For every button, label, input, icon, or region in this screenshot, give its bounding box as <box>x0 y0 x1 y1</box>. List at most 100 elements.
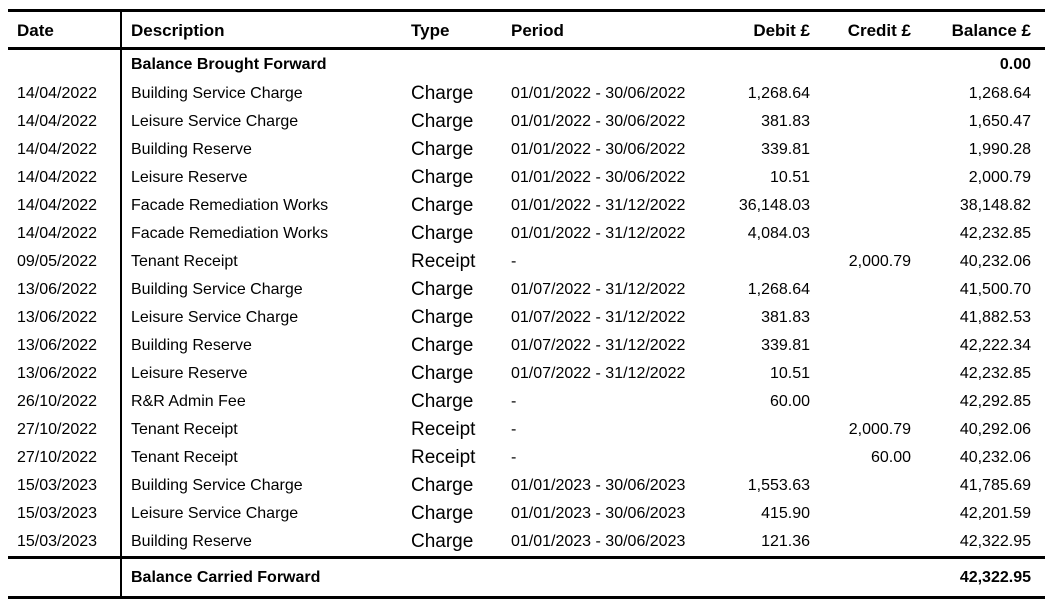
cell-period: 01/01/2022 - 31/12/2022 <box>511 197 686 214</box>
table-row: 27/10/2022 Tenant Receipt Receipt - 60.00 40,… <box>0 444 1053 472</box>
cell-type: Receipt <box>411 419 476 440</box>
carried-forward-label: Balance Carried Forward <box>131 569 321 586</box>
cell-period: - <box>511 421 517 438</box>
cell-debit: 415.90 <box>761 505 810 522</box>
cell-date: 13/06/2022 <box>17 309 98 326</box>
cell-type: Charge <box>411 503 474 524</box>
cell-date: 27/10/2022 <box>17 449 98 466</box>
cell-type: Charge <box>411 363 474 384</box>
cell-debit: 381.83 <box>761 309 810 326</box>
header-rule <box>8 47 1045 50</box>
cell-description: Tenant Receipt <box>131 421 238 438</box>
cell-balance: 1,268.64 <box>968 85 1031 102</box>
header-debit: Debit £ <box>753 21 810 40</box>
table-row: 14/04/2022 Facade Remediation Works Charge… <box>0 220 1053 248</box>
cell-debit: 60.00 <box>769 393 810 410</box>
table-row: 26/10/2022 R&R Admin Fee Charge - 60.00 42,29… <box>0 388 1053 416</box>
header-description: Description <box>131 21 225 40</box>
cell-credit: 60.00 <box>870 449 911 466</box>
cell-period: - <box>511 449 517 466</box>
table-row: 14/04/2022 Leisure Service Charge Charge 01… <box>0 108 1053 136</box>
cell-balance: 41,785.69 <box>959 477 1031 494</box>
total-rule <box>8 556 1045 559</box>
cell-type: Charge <box>411 531 474 552</box>
cell-period: 01/01/2022 - 30/06/2022 <box>511 141 686 158</box>
cell-credit: 2,000.79 <box>848 253 911 270</box>
cell-date: 14/04/2022 <box>17 141 98 158</box>
table-row: 14/04/2022 Leisure Reserve Charge 01/01/202… <box>0 164 1053 192</box>
cell-period: 01/01/2022 - 30/06/2022 <box>511 113 686 130</box>
cell-date: 14/04/2022 <box>17 113 98 130</box>
cell-date: 09/05/2022 <box>17 253 98 270</box>
top-rule <box>8 9 1045 12</box>
header-balance: Balance £ <box>951 21 1031 40</box>
cell-description: Tenant Receipt <box>131 449 238 466</box>
cell-period: 01/01/2022 - 30/06/2022 <box>511 85 686 102</box>
carried-forward-balance: 42,322.95 <box>959 569 1031 586</box>
cell-date: 14/04/2022 <box>17 85 98 102</box>
cell-debit: 1,268.64 <box>747 281 810 298</box>
cell-date: 15/03/2023 <box>17 505 98 522</box>
table-row: 15/03/2023 Leisure Service Charge Charge 01… <box>0 500 1053 528</box>
table-row: 15/03/2023 Building Service Charge Charge 0… <box>0 472 1053 500</box>
cell-type: Charge <box>411 391 474 412</box>
cell-date: 27/10/2022 <box>17 421 98 438</box>
cell-balance: 1,650.47 <box>968 113 1031 130</box>
cell-balance: 42,232.85 <box>959 365 1031 382</box>
cell-period: 01/07/2022 - 31/12/2022 <box>511 281 686 298</box>
header-credit: Credit £ <box>847 21 911 40</box>
cell-type: Charge <box>411 167 474 188</box>
cell-balance: 40,232.06 <box>959 253 1031 270</box>
cell-description: Facade Remediation Works <box>131 225 329 242</box>
cell-period: 01/01/2023 - 30/06/2023 <box>511 533 686 550</box>
cell-debit: 10.51 <box>769 169 810 186</box>
cell-description: Building Service Charge <box>131 85 303 102</box>
cell-date: 15/03/2023 <box>17 533 98 550</box>
cell-debit: 121.36 <box>761 533 810 550</box>
table-row: 13/06/2022 Leisure Service Charge Charge 01… <box>0 304 1053 332</box>
cell-balance: 42,322.95 <box>959 533 1031 550</box>
table-row: 13/06/2022 Building Reserve Charge 01/07/20… <box>0 332 1053 360</box>
carried-forward-row: Balance Carried Forward 42,322.95 <box>0 564 1053 592</box>
cell-balance: 42,232.85 <box>959 225 1031 242</box>
cell-type: Charge <box>411 139 474 160</box>
brought-forward-balance: 0.00 <box>999 56 1031 73</box>
cell-date: 13/06/2022 <box>17 281 98 298</box>
cell-description: Building Service Charge <box>131 477 303 494</box>
cell-type: Charge <box>411 195 474 216</box>
cell-date: 26/10/2022 <box>17 393 98 410</box>
header-row: Date Description Type Period Debit £ Cre… <box>0 17 1053 45</box>
bottom-rule <box>8 596 1045 599</box>
cell-type: Charge <box>411 307 474 328</box>
cell-description: Leisure Service Charge <box>131 505 299 522</box>
cell-description: Tenant Receipt <box>131 253 238 270</box>
cell-balance: 40,232.06 <box>959 449 1031 466</box>
cell-description: Building Reserve <box>131 141 252 158</box>
table-row: 15/03/2023 Building Reserve Charge 01/01/20… <box>0 528 1053 556</box>
header-date: Date <box>17 21 54 40</box>
cell-debit: 339.81 <box>761 337 810 354</box>
cell-debit: 36,148.03 <box>738 197 810 214</box>
cell-period: - <box>511 253 517 270</box>
cell-type: Charge <box>411 335 474 356</box>
table-row: 13/06/2022 Building Service Charge Charge 0… <box>0 276 1053 304</box>
table-row: 14/04/2022 Building Service Charge Charge 0… <box>0 80 1053 108</box>
cell-debit: 4,084.03 <box>747 225 810 242</box>
cell-description: Facade Remediation Works <box>131 197 329 214</box>
cell-type: Charge <box>411 111 474 132</box>
cell-debit: 1,553.63 <box>747 477 810 494</box>
cell-period: 01/07/2022 - 31/12/2022 <box>511 309 686 326</box>
cell-period: 01/07/2022 - 31/12/2022 <box>511 337 686 354</box>
header-type: Type <box>411 21 450 40</box>
cell-balance: 2,000.79 <box>968 169 1031 186</box>
cell-debit: 10.51 <box>769 365 810 382</box>
cell-date: 14/04/2022 <box>17 197 98 214</box>
brought-forward-label: Balance Brought Forward <box>131 56 327 73</box>
cell-description: Leisure Service Charge <box>131 113 299 130</box>
cell-date: 13/06/2022 <box>17 337 98 354</box>
cell-debit: 1,268.64 <box>747 85 810 102</box>
cell-description: Leisure Reserve <box>131 365 248 382</box>
cell-description: Building Service Charge <box>131 281 303 298</box>
cell-period: - <box>511 393 517 410</box>
cell-type: Charge <box>411 279 474 300</box>
